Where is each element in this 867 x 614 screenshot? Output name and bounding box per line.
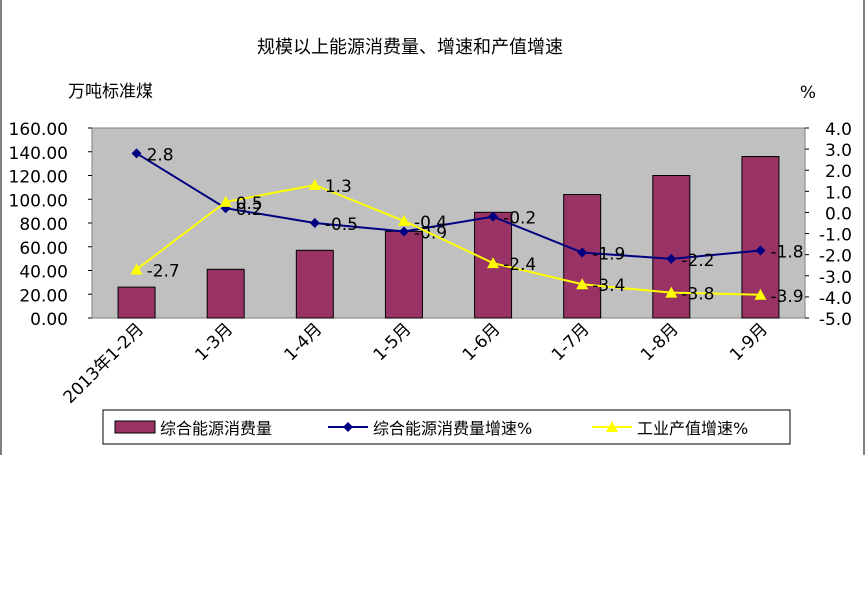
left-axis-tick-label: 100.00 xyxy=(9,191,68,211)
x-axis-tick-label: 1-3月 xyxy=(191,319,237,365)
left-axis-tick-label: 160.00 xyxy=(9,120,68,140)
right-axis-tick-label: 2.0 xyxy=(825,162,852,182)
right-axis-unit: % xyxy=(800,83,816,103)
left-axis-tick-label: 140.00 xyxy=(9,144,68,164)
point-diamond xyxy=(755,245,766,256)
right-axis-tick-label: -2.0 xyxy=(819,247,852,267)
data-label: -0.5 xyxy=(325,215,358,235)
data-label: 0.2 xyxy=(236,200,263,220)
point-triangle xyxy=(487,257,500,269)
series-line xyxy=(136,152,761,260)
right-axis-tick-label: 0.0 xyxy=(825,204,852,224)
bar-series xyxy=(117,156,780,319)
point-diamond xyxy=(577,247,588,258)
x-axis-tick-label: 1-7月 xyxy=(548,319,594,365)
line-series: 2.80.2-0.5 -0.9-0.2-1.9 -2.2 -1.8-2.70.51.3… xyxy=(130,145,804,307)
legend-marker-triangle xyxy=(606,421,618,432)
right-axis-tick-label: 4.0 xyxy=(825,120,852,140)
left-axis-tick-label: 80.00 xyxy=(19,215,68,235)
bar xyxy=(206,268,245,319)
data-label: -2.4 xyxy=(503,255,536,275)
legend-swatch-bar xyxy=(114,420,156,434)
left-axis-tick-label: 20.00 xyxy=(19,286,68,306)
right-axis-tick-label: -4.0 xyxy=(819,289,852,309)
point-diamond xyxy=(131,148,142,159)
point-triangle xyxy=(754,288,767,300)
legend-label: 工业产值增速% xyxy=(637,419,748,438)
series-line xyxy=(135,183,761,296)
data-label: 1.3 xyxy=(325,177,352,197)
data-label: -2.2 xyxy=(681,251,714,271)
point-diamond xyxy=(666,253,677,264)
data-label: 2.8 xyxy=(147,145,174,165)
legend-box xyxy=(102,409,791,445)
left-axis-unit: 万吨标准煤 xyxy=(68,82,153,102)
data-label: -0.2 xyxy=(503,209,536,229)
legend-label: 综合能源消费量增速% xyxy=(373,419,532,438)
point-diamond xyxy=(398,226,409,237)
chart-title: 规模以上能源消费量、增速和产值增速 xyxy=(257,37,563,58)
legend-marker-diamond xyxy=(343,422,353,432)
point-diamond xyxy=(309,218,320,228)
point-triangle xyxy=(665,286,678,298)
point-triangle xyxy=(576,278,589,290)
point-triangle xyxy=(397,214,410,226)
left-axis-tick-label: 0.00 xyxy=(30,310,68,330)
data-label: -0.4 xyxy=(414,213,447,233)
right-axis-tick-label: -1.0 xyxy=(819,226,852,246)
bar xyxy=(652,175,691,319)
x-axis-tick-label: 1-6月 xyxy=(459,319,505,365)
bar xyxy=(384,230,423,319)
bar xyxy=(117,286,156,319)
point-triangle xyxy=(219,195,232,207)
x-axis-tick-label: 1-4月 xyxy=(281,319,327,365)
bar xyxy=(295,249,334,319)
data-label: -1.8 xyxy=(770,242,803,262)
right-axis-tick-label: -5.0 xyxy=(819,310,852,330)
left-axis-tick-label: 40.00 xyxy=(19,263,68,283)
data-label: -3.9 xyxy=(770,287,803,307)
point-triangle xyxy=(308,179,321,190)
bar xyxy=(741,156,780,319)
right-axis-tick-label: 3.0 xyxy=(825,141,852,161)
legend-label: 综合能源消费量 xyxy=(160,419,272,438)
data-label: -1.9 xyxy=(592,245,625,265)
left-axis-tick-label: 60.00 xyxy=(19,239,68,259)
legend: 综合能源消费量 综合能源消费量增速% 工业产值增速% xyxy=(102,409,791,445)
x-axis-tick-label: 2013年1-2月 xyxy=(60,319,148,407)
left-axis-tick-label: 120.00 xyxy=(9,168,68,188)
x-axis-tick-label: 1-9月 xyxy=(726,319,772,365)
point-triangle xyxy=(130,263,143,275)
right-axis-tick-label: -3.0 xyxy=(819,268,852,288)
x-axis-tick-label: 1-5月 xyxy=(370,319,416,365)
data-label: -2.7 xyxy=(147,261,180,281)
right-axis-tick-label: 1.0 xyxy=(825,183,852,203)
data-label: 0.5 xyxy=(236,194,263,214)
x-axis-tick-label: 1-8月 xyxy=(637,319,683,365)
data-label: -3.8 xyxy=(681,285,714,305)
point-diamond xyxy=(488,211,499,222)
data-label: -3.4 xyxy=(592,276,625,296)
